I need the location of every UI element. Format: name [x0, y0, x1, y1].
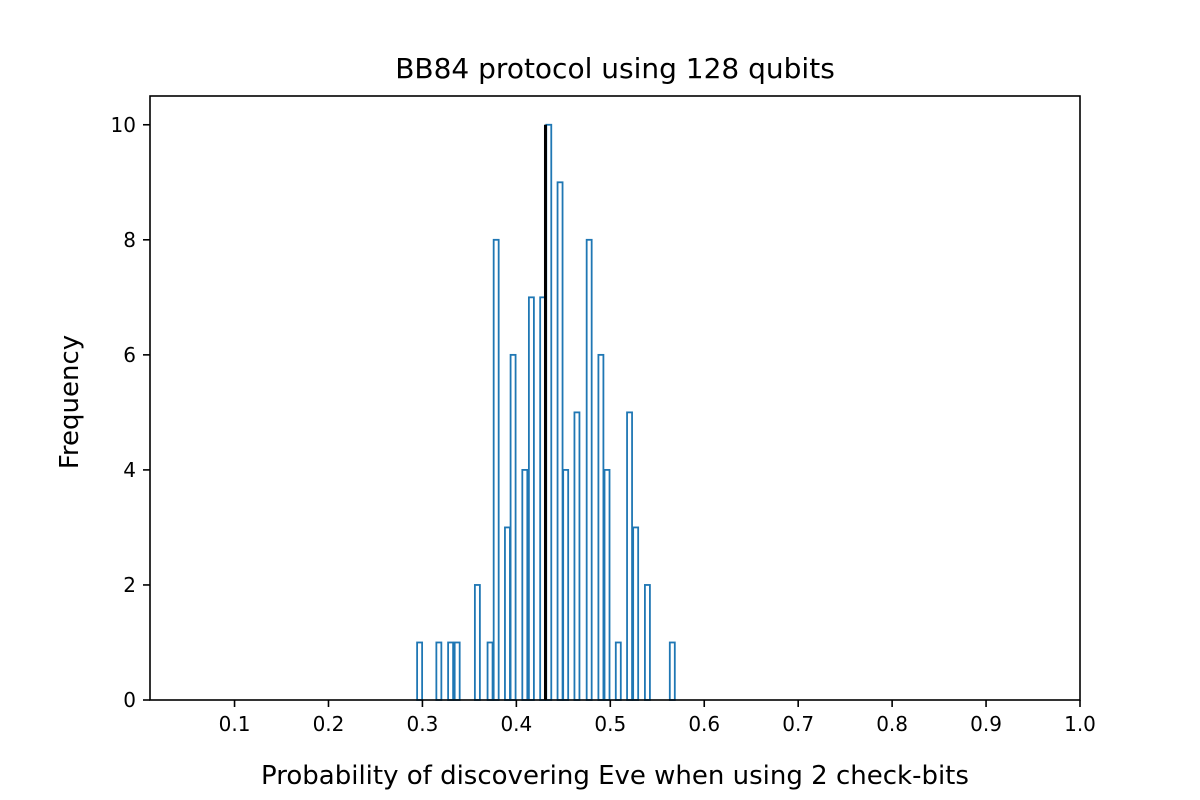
y-tick-label: 10 [111, 113, 136, 137]
x-tick-label: 0.5 [594, 712, 626, 736]
histogram-bar [527, 296, 535, 701]
x-tick-label: 0.9 [970, 712, 1002, 736]
histogram-bar [603, 468, 611, 701]
y-tick-label: 6 [123, 343, 136, 367]
x-tick-label: 1.0 [1064, 712, 1096, 736]
histogram-bar [668, 641, 676, 701]
histogram-bar [486, 641, 494, 701]
x-tick-label: 0.7 [782, 712, 814, 736]
histogram-bar [416, 641, 424, 701]
histogram-bar [626, 411, 633, 701]
x-ticks: 0.1 0.2 0.3 0.4 0.5 0.6 0.7 0.8 0.9 1.0 [219, 700, 1096, 736]
histogram-bar [447, 641, 455, 701]
histogram-bar [573, 411, 581, 701]
plot-frame [149, 95, 1081, 701]
histogram-bar [473, 584, 481, 701]
histogram-bar [597, 353, 605, 701]
x-tick-label: 0.6 [688, 712, 720, 736]
histogram-bar [521, 468, 529, 701]
x-tick-label: 0.1 [219, 712, 251, 736]
x-tick-label: 0.8 [876, 712, 908, 736]
histogram-bar [435, 641, 443, 701]
chart-title: BB84 protocol using 128 qubits [395, 52, 835, 85]
histogram-bar [632, 526, 640, 701]
histogram-bar [644, 584, 651, 701]
y-ticks: 0 2 4 6 8 10 [111, 113, 150, 712]
y-tick-label: 2 [123, 573, 136, 597]
histogram-bar [556, 181, 564, 701]
histogram-bar [504, 526, 511, 701]
histogram-bar [509, 353, 517, 701]
histogram-bar [614, 641, 622, 701]
histogram-bar [585, 238, 593, 701]
x-tick-label: 0.3 [407, 712, 439, 736]
y-tick-label: 4 [123, 458, 136, 482]
y-axis-label: Frequency [55, 335, 85, 469]
x-tick-label: 0.4 [500, 712, 532, 736]
histogram-bar [562, 468, 570, 701]
histogram-bar [545, 123, 553, 701]
histogram-bar [492, 238, 500, 701]
bars-layer [416, 123, 676, 701]
y-tick-label: 0 [123, 688, 136, 712]
x-tick-label: 0.2 [313, 712, 345, 736]
x-axis-label: Probability of discovering Eve when usin… [261, 761, 969, 791]
histogram-bar [453, 641, 461, 701]
y-tick-label: 8 [123, 228, 136, 252]
